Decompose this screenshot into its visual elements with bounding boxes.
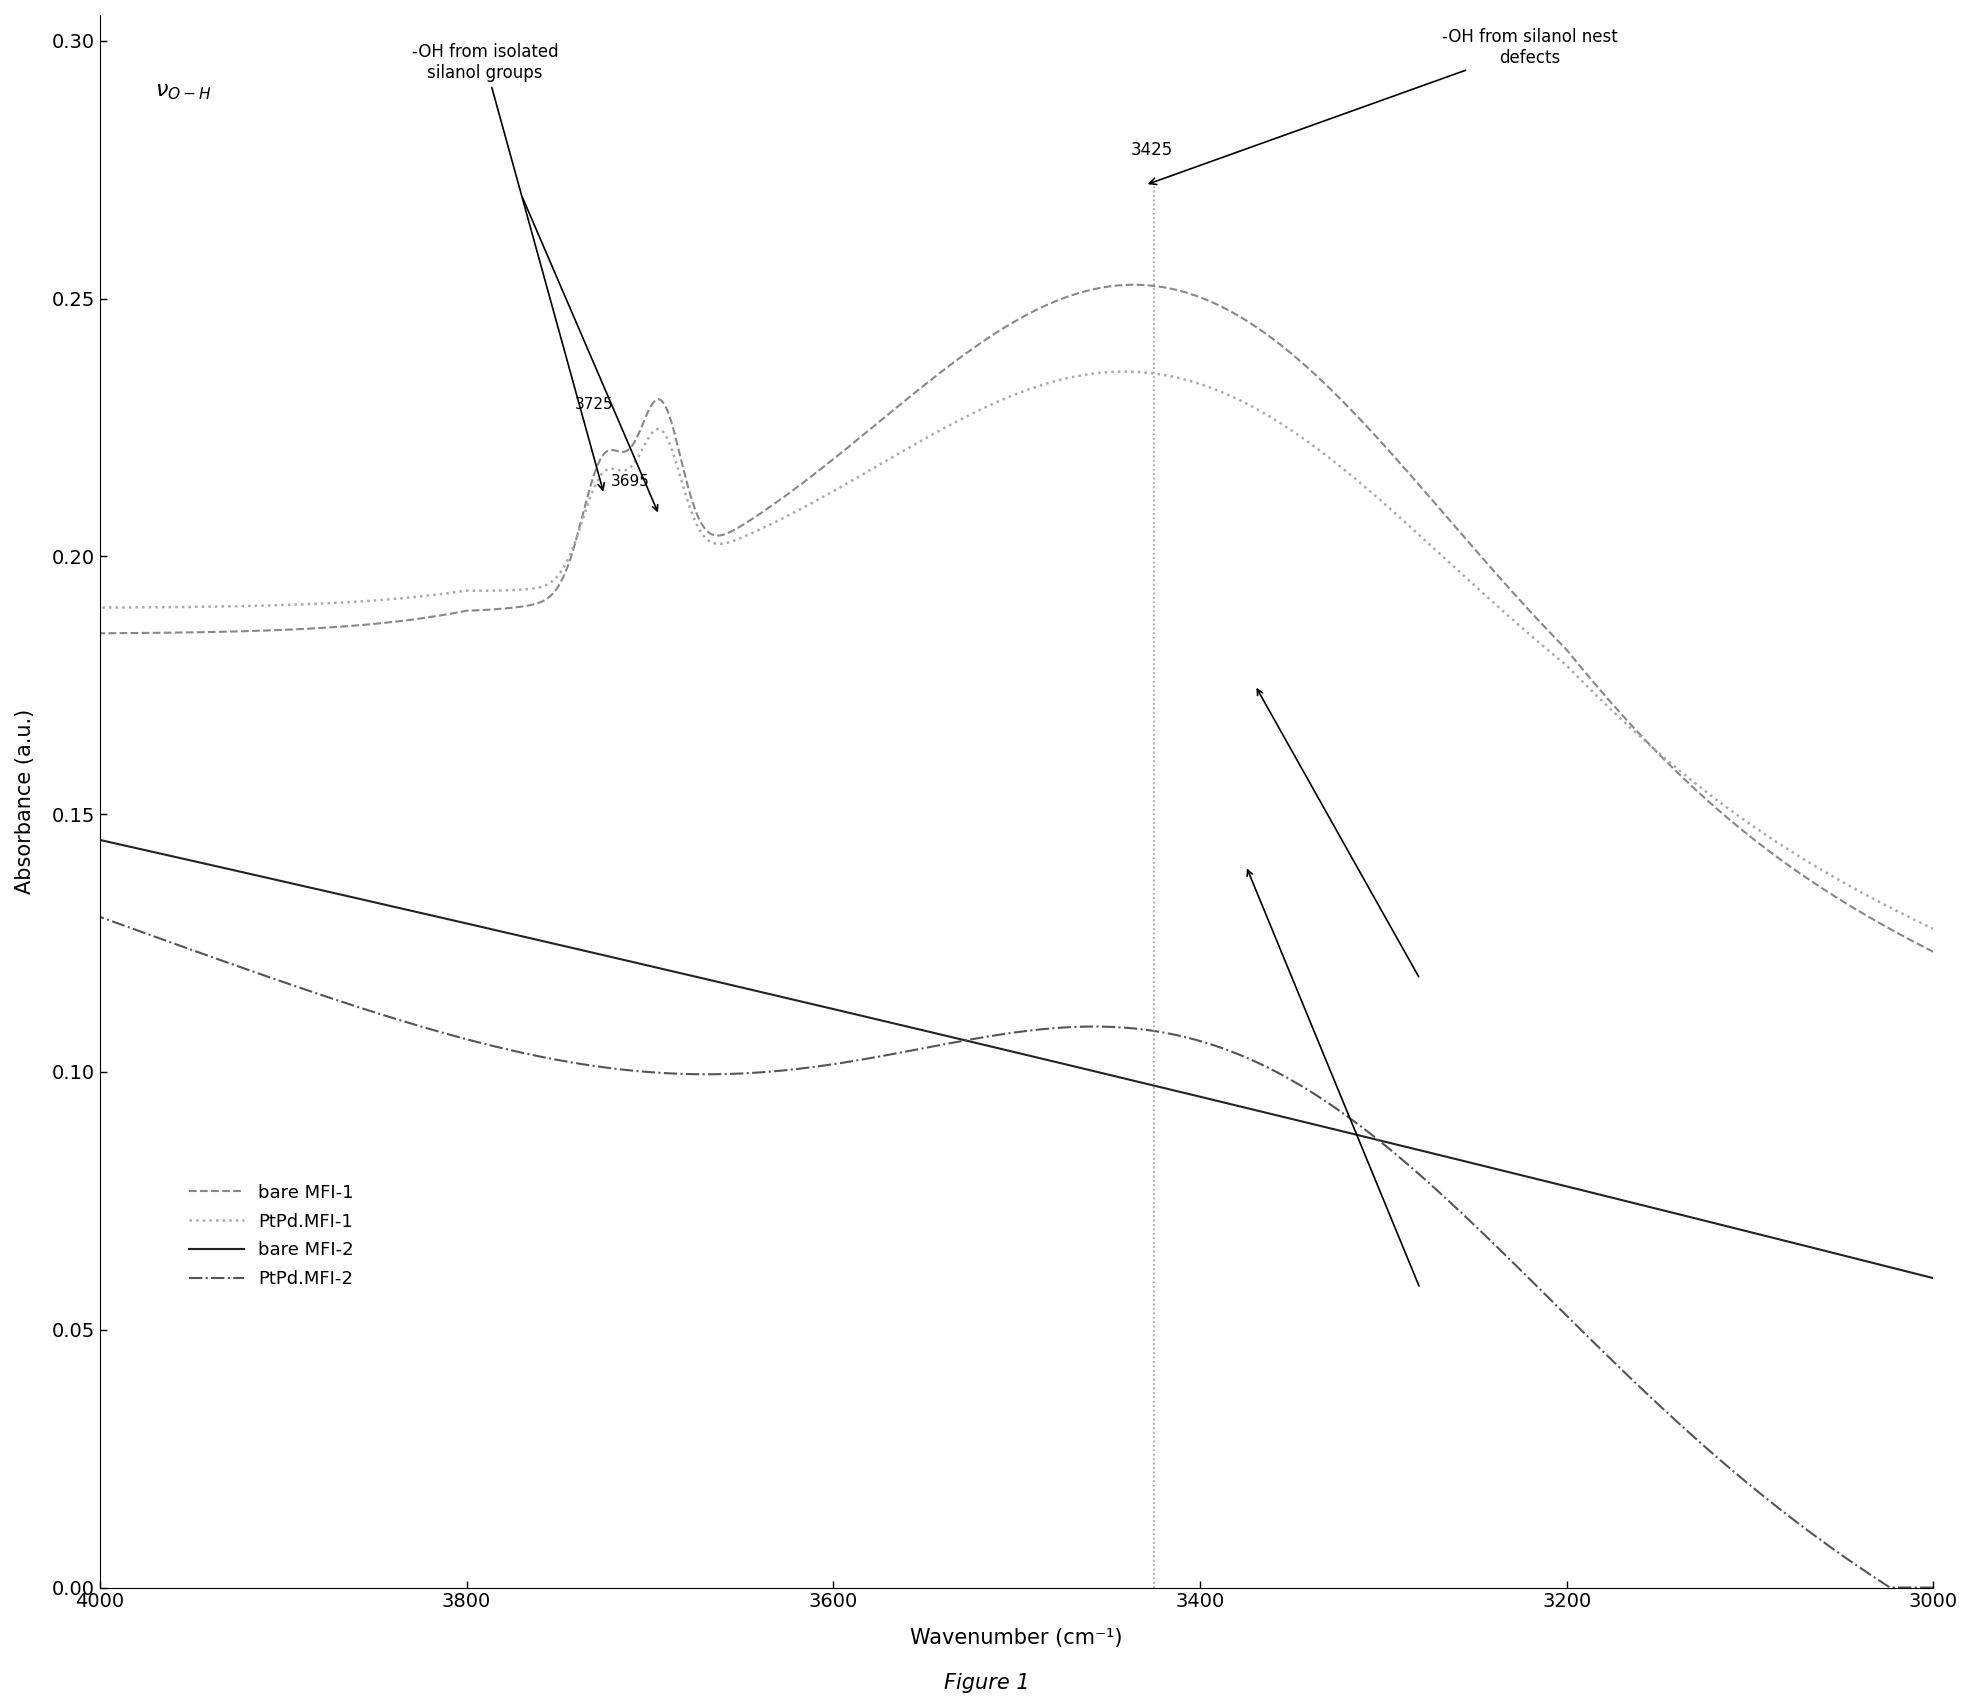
PtPd.MFI-2: [1922, 1577, 1945, 1597]
Text: 3695: 3695: [612, 475, 649, 489]
Line: PtPd.MFI-2: PtPd.MFI-2: [101, 916, 1934, 1587]
bare MFI-1: [1922, 942, 1945, 962]
bare MFI-2: [89, 830, 112, 850]
PtPd.MFI-1: [1050, 370, 1073, 390]
bare MFI-2: [1152, 1078, 1176, 1098]
PtPd.MFI-2: [1136, 1020, 1160, 1040]
Text: -OH from silanol nest
defects: -OH from silanol nest defects: [1150, 27, 1618, 185]
Line: PtPd.MFI-1: PtPd.MFI-1: [101, 372, 1934, 928]
bare MFI-1: [1152, 277, 1176, 297]
bare MFI-1: [1123, 275, 1146, 295]
bare MFI-2: [144, 842, 168, 862]
PtPd.MFI-1: [235, 596, 258, 616]
PtPd.MFI-1: [89, 597, 112, 618]
PtPd.MFI-2: [1050, 1018, 1073, 1039]
bare MFI-1: [89, 623, 112, 643]
X-axis label: Wavenumber (cm⁻¹): Wavenumber (cm⁻¹): [910, 1627, 1123, 1648]
bare MFI-2: [1050, 1054, 1073, 1074]
PtPd.MFI-2: [590, 1057, 614, 1078]
bare MFI-2: [235, 864, 258, 884]
Text: -OH from isolated
silanol groups: -OH from isolated silanol groups: [412, 42, 604, 490]
bare MFI-1: [590, 448, 614, 468]
Text: Figure 1: Figure 1: [943, 1673, 1030, 1692]
Text: $\nu_{O-H}$: $\nu_{O-H}$: [156, 81, 211, 102]
PtPd.MFI-1: [1136, 363, 1160, 384]
PtPd.MFI-2: [235, 959, 258, 979]
Line: bare MFI-1: bare MFI-1: [101, 285, 1934, 952]
PtPd.MFI-1: [590, 465, 614, 485]
bare MFI-2: [1136, 1074, 1160, 1095]
PtPd.MFI-1: [1152, 365, 1176, 385]
bare MFI-2: [1922, 1268, 1945, 1288]
bare MFI-1: [235, 621, 258, 641]
PtPd.MFI-1: [144, 597, 168, 618]
Line: bare MFI-2: bare MFI-2: [101, 840, 1934, 1278]
Text: 3425: 3425: [1131, 141, 1172, 160]
PtPd.MFI-1: [1922, 918, 1945, 938]
Y-axis label: Absorbance (a.u.): Absorbance (a.u.): [16, 709, 36, 894]
bare MFI-1: [1136, 275, 1160, 295]
PtPd.MFI-2: [144, 927, 168, 947]
PtPd.MFI-1: [1113, 361, 1136, 382]
bare MFI-1: [144, 623, 168, 643]
PtPd.MFI-2: [89, 906, 112, 927]
bare MFI-2: [590, 945, 614, 966]
Text: 3725: 3725: [574, 397, 614, 412]
PtPd.MFI-2: [1152, 1022, 1176, 1042]
bare MFI-1: [1050, 288, 1073, 309]
Legend: bare MFI-1, PtPd.MFI-1, bare MFI-2, PtPd.MFI-2: bare MFI-1, PtPd.MFI-1, bare MFI-2, PtPd…: [182, 1176, 361, 1295]
